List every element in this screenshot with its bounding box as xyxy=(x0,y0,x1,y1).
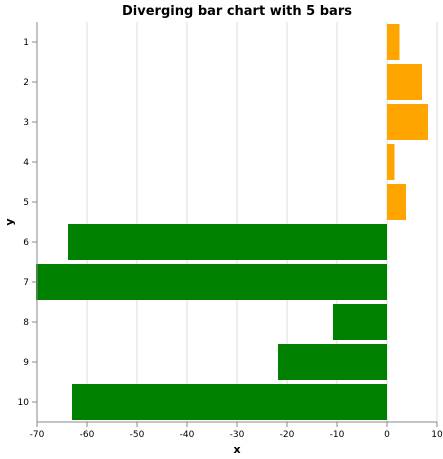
x-tick-label: 0 xyxy=(384,430,390,440)
bar-9 xyxy=(278,344,387,380)
y-axis-title: y xyxy=(3,218,16,225)
x-axis-title: x xyxy=(233,443,240,456)
y-tick-label: 9 xyxy=(23,358,29,368)
bar-8 xyxy=(333,304,387,340)
x-tick-label: -50 xyxy=(130,430,145,440)
grid xyxy=(36,22,438,422)
y-tick-label: 5 xyxy=(23,198,29,208)
y-tick-label: 1 xyxy=(23,38,29,48)
bar-5 xyxy=(387,184,406,220)
axes: -70 -60 -50 -40 -30 -20 -10 0 10 1 2 3 4 5 6 7 8 9 10 xyxy=(18,22,443,440)
bars xyxy=(36,24,428,420)
bar-7 xyxy=(36,264,387,300)
bar-2 xyxy=(387,64,422,100)
y-tick-label: 7 xyxy=(23,278,29,288)
x-tick-label: -40 xyxy=(180,430,195,440)
bar-1 xyxy=(387,24,400,60)
y-tick-label: 4 xyxy=(23,158,29,168)
y-tick-label: 10 xyxy=(18,398,30,408)
x-tick-label: -70 xyxy=(30,430,45,440)
chart-title: Diverging bar chart with 5 bars xyxy=(122,4,352,19)
x-tick-label: 10 xyxy=(431,430,443,440)
x-tick-label: -30 xyxy=(230,430,245,440)
bar-10 xyxy=(72,384,387,420)
y-tick-label: 6 xyxy=(23,238,29,248)
x-tick-label: -10 xyxy=(330,430,345,440)
y-tick-label: 3 xyxy=(23,118,29,128)
x-tick-label: -20 xyxy=(280,430,295,440)
x-tick-label: -60 xyxy=(80,430,95,440)
y-tick-label: 2 xyxy=(23,78,29,88)
y-tick-label: 8 xyxy=(23,318,29,328)
bar-3 xyxy=(387,104,428,140)
bar-6 xyxy=(68,224,387,260)
bar-4 xyxy=(387,144,395,180)
